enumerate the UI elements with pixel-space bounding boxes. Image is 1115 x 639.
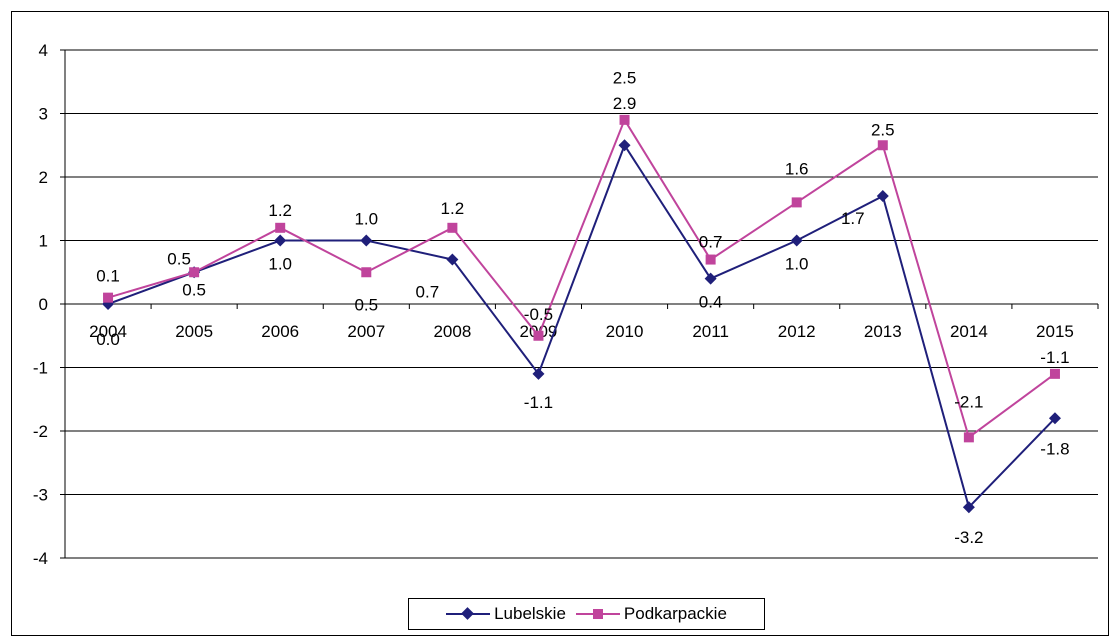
data-point-square [705,254,716,265]
data-point-diamond [962,501,975,514]
data-point-square [275,222,286,233]
legend-diamond-icon [446,607,491,621]
y-tick-label: 1 [39,232,48,251]
data-point-diamond [274,234,287,247]
data-label: 1.0 [268,255,292,274]
x-tick-label: 2006 [261,322,299,341]
data-label: 0.5 [354,295,378,314]
data-label: 2.9 [613,94,637,113]
data-point-square [189,267,200,278]
data-point-diamond [360,234,373,247]
data-point-diamond [790,234,803,247]
x-tick-label: 2013 [864,322,902,341]
legend-label-podkarpackie: Podkarpackie [623,604,727,623]
data-label: 0.0 [96,330,120,349]
data-label: 0.7 [416,283,440,302]
legend-square-icon [575,607,620,621]
data-label: -1.1 [524,393,553,412]
chart-frame [11,11,1109,636]
legend-label-lubelskie: Lubelskie [494,604,566,623]
x-tick-label: 2010 [606,322,644,341]
series-line-lubelskie [107,143,1056,510]
x-tick-label: 2012 [778,322,816,341]
data-point-square [1049,368,1060,379]
y-tick-label: -4 [33,549,48,568]
data-point-diamond [1048,412,1061,425]
data-label: 1.7 [841,209,865,228]
data-label: 2.5 [871,120,895,139]
data-label: 1.6 [785,159,809,178]
data-point-square [619,114,630,125]
data-label: -1.1 [1040,348,1069,367]
y-tick-label: 0 [39,295,48,314]
x-tick-label: 2011 [692,322,729,341]
data-point-square [963,432,974,443]
data-point-square [103,292,114,303]
data-point-diamond [704,272,717,285]
y-tick-label: -1 [33,359,48,378]
data-label: 1.2 [268,201,292,220]
y-tick-label: 4 [39,41,48,60]
y-tick-label: 2 [39,168,48,187]
data-point-diamond [532,367,545,380]
legend-item-lubelskie: Lubelskie [446,604,566,624]
data-label: -2.1 [954,392,983,411]
data-label: -3.2 [954,528,983,547]
data-point-diamond [446,253,459,266]
data-point-square [877,140,888,151]
data-point-square [361,267,372,278]
x-tick-label: 2008 [433,322,471,341]
data-label: 0.4 [699,293,723,312]
data-point-diamond [618,139,631,152]
data-label: 1.2 [441,199,465,218]
data-label: 0.5 [167,249,191,268]
data-point-square [533,330,544,341]
data-point-square [447,222,458,233]
x-tick-label: 2015 [1036,322,1074,341]
x-tick-label: 2007 [347,322,385,341]
data-label: 0.5 [182,280,206,299]
y-tick-label: -2 [33,422,48,441]
data-label: 2.5 [613,68,637,87]
chart-legend: Lubelskie Podkarpackie [408,598,765,630]
y-tick-label: -3 [33,486,48,505]
legend-item-podkarpackie: Podkarpackie [575,604,727,624]
data-label: 0.1 [96,267,120,286]
data-point-square [791,197,802,208]
data-point-diamond [876,190,889,203]
data-label: 0.7 [699,233,723,252]
series-line-podkarpackie [107,117,1056,440]
data-label: 1.0 [785,255,809,274]
data-label: -0.5 [524,305,553,324]
x-tick-label: 2005 [175,322,213,341]
data-label: 1.0 [354,210,378,229]
x-tick-label: 2014 [950,322,988,341]
x-tick-label: 2004 [89,322,127,341]
y-tick-label: 3 [39,105,48,124]
data-label: -1.8 [1040,439,1069,458]
